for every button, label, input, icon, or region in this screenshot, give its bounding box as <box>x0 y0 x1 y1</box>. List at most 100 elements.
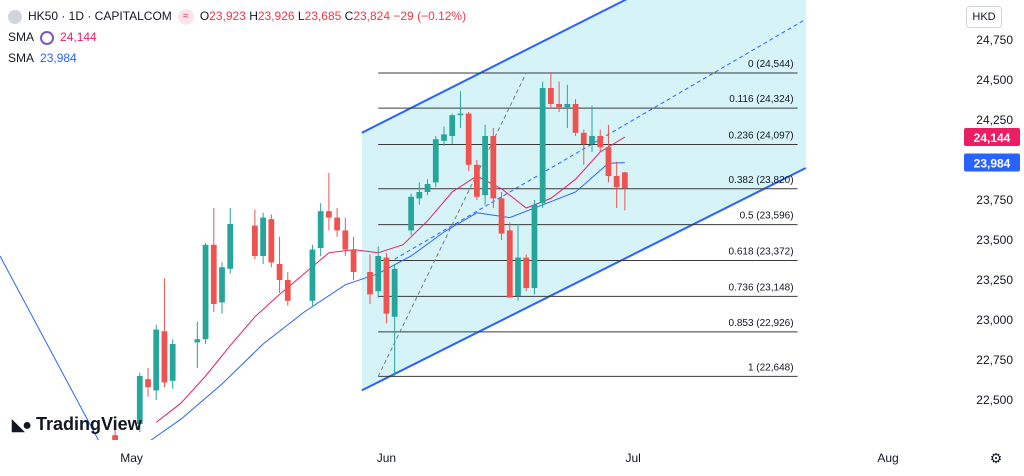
change-value: −29 (−0.12%) <box>393 9 467 23</box>
sma-slow-label: SMA <box>8 51 35 65</box>
price-axis[interactable]: 22,50022,75023,00023,25023,50023,75024,0… <box>962 0 1024 476</box>
left-trend-line <box>0 255 108 457</box>
candle-body <box>375 256 382 292</box>
candle-body <box>449 115 456 136</box>
candle-body <box>153 329 160 391</box>
candle-body <box>252 225 258 256</box>
candle-body <box>523 257 530 288</box>
price-tick-label: 24,500 <box>976 73 1013 87</box>
price-tick-label: 22,750 <box>976 353 1013 367</box>
sma-slow-row[interactable]: SMA 23,984 <box>8 48 466 69</box>
fib-level-label: 0.382 (23,820) <box>728 175 793 186</box>
candle-body <box>202 244 209 340</box>
sma-fast-line <box>155 136 626 423</box>
candle-body <box>548 88 554 104</box>
candle-body <box>194 339 201 343</box>
candle-body <box>326 211 332 218</box>
channel-lower-line <box>361 167 807 392</box>
time-tick-label: Aug <box>877 451 898 465</box>
time-tick-label: Jun <box>377 451 396 465</box>
channel-fill <box>361 0 806 391</box>
candle-body <box>342 230 349 250</box>
sma-fast-label: SMA <box>8 30 35 44</box>
candle-body <box>391 268 398 317</box>
candle-body <box>597 136 604 148</box>
price-tick-label: 24,250 <box>976 113 1013 127</box>
time-axis[interactable]: May Jun Jul Aug <box>0 440 962 476</box>
time-tick-label: Jul <box>625 451 640 465</box>
chart-legend: HK50 · 1D · CAPITALCOM ≈ O23,923 H23,926… <box>8 6 466 69</box>
candle-body <box>136 376 143 424</box>
candle-body <box>169 344 176 381</box>
candle-body <box>441 134 447 141</box>
price-marker <box>964 153 1020 172</box>
candle-body <box>580 132 587 144</box>
market-status-icon[interactable]: ≈ <box>177 8 194 25</box>
tv-logo-icon: ◣● <box>12 416 32 434</box>
symbol-logo-icon <box>8 9 22 24</box>
price-marker-label: 24,144 <box>974 131 1011 145</box>
sma-fast-value: 24,144 <box>60 30 97 44</box>
fib-level-label: 0 (24,544) <box>748 59 794 70</box>
price-marker <box>964 127 1020 146</box>
candle-body <box>531 204 538 288</box>
candle-body <box>227 224 234 269</box>
price-tick-label: 22,500 <box>976 393 1013 407</box>
candle-body <box>506 230 513 298</box>
currency-button[interactable]: HKD <box>966 6 1002 28</box>
price-tick-label: 23,750 <box>976 193 1013 207</box>
price-tick-label: 23,250 <box>976 273 1013 287</box>
candle-body <box>605 147 612 176</box>
candle-body <box>276 264 283 280</box>
sma-slow-value: 23,984 <box>40 51 77 65</box>
candle-body <box>309 249 316 301</box>
candle-body <box>383 257 390 314</box>
fib-level-label: 0.736 (23,148) <box>728 282 793 293</box>
candle-body <box>367 272 373 295</box>
candle-body <box>589 136 595 144</box>
symbol-row[interactable]: HK50 · 1D · CAPITALCOM ≈ O23,923 H23,926… <box>8 6 466 27</box>
candle-body <box>622 172 628 189</box>
candle-body <box>260 217 266 256</box>
price-tick-label: 23,500 <box>976 233 1013 247</box>
tradingview-logo: ◣● TradingView <box>12 414 142 435</box>
sma-settings-icon[interactable] <box>40 30 55 45</box>
fib-level-label: 0.618 (23,372) <box>728 246 793 257</box>
ohlc-readout: O23,923 H23,926 L23,685 C23,824 −29 (−0.… <box>199 9 467 23</box>
candle-body <box>498 198 505 234</box>
symbol-title[interactable]: HK50 · 1D · CAPITALCOM <box>28 9 172 23</box>
candle-body <box>268 219 275 263</box>
candle-body <box>334 217 340 231</box>
candle-body <box>284 280 291 301</box>
fib-level-label: 0.853 (22,926) <box>728 318 793 329</box>
sma-fast-row[interactable]: SMA 24,144 <box>8 27 466 48</box>
fib-trend-line <box>377 72 527 377</box>
candle-body <box>490 136 497 199</box>
candle-body <box>408 196 414 231</box>
price-marker-label: 23,984 <box>974 157 1011 171</box>
fib-level-label: 1 (22,648) <box>748 362 794 373</box>
candle-body <box>145 379 151 388</box>
fib-retracement[interactable]: 0 (24,544) 0.116 (24,324) 0.236 (24,097) 0.… <box>377 59 798 377</box>
candlestick-series[interactable] <box>112 72 628 448</box>
candle-body <box>474 164 480 197</box>
candle-body <box>112 435 118 440</box>
candle-body <box>317 211 324 248</box>
gear-icon[interactable]: ⚙ <box>989 450 1003 466</box>
candle-body <box>564 104 571 108</box>
time-axis-bg <box>0 440 962 476</box>
fib-level-label: 0.5 (23,596) <box>740 211 794 222</box>
fib-level-label: 0.116 (24,324) <box>729 94 793 105</box>
price-axis-bg <box>962 0 1024 476</box>
candle-body <box>457 113 464 116</box>
candle-body <box>539 88 546 204</box>
candle-body <box>515 257 521 296</box>
channel-upper-line <box>361 0 628 134</box>
sma-lines <box>139 136 626 449</box>
candle-body <box>219 267 225 303</box>
sma-slow-line <box>139 162 625 449</box>
trend-lines[interactable] <box>0 255 108 457</box>
candle-body <box>432 139 439 183</box>
candle-body <box>556 104 562 108</box>
